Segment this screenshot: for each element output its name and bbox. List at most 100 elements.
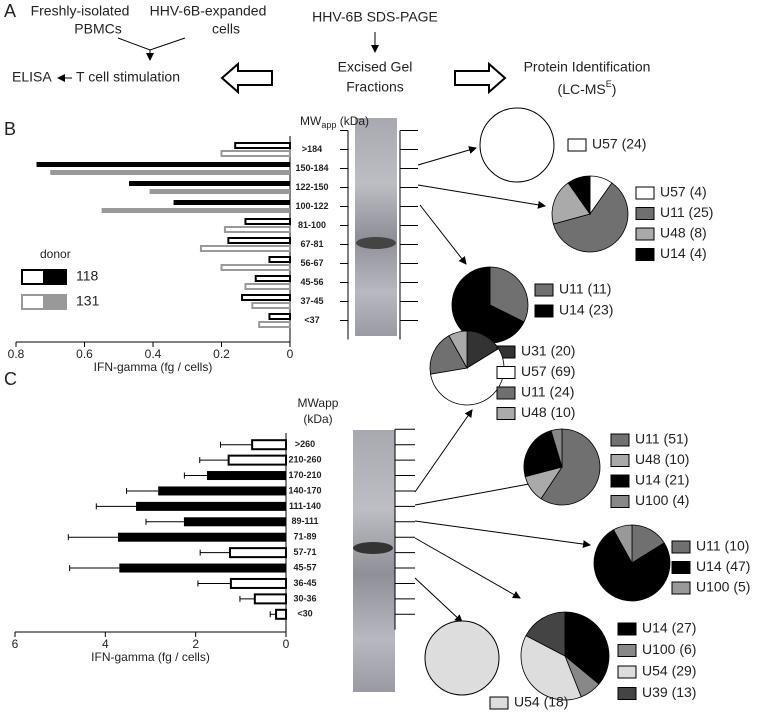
legend-label: U14 (21) bbox=[635, 472, 689, 488]
x-tick-label: 0.2 bbox=[213, 347, 230, 361]
pie-slice bbox=[520, 635, 582, 701]
bar bbox=[101, 208, 290, 213]
legend-label: U48 (8) bbox=[660, 225, 707, 241]
legend-swatch bbox=[671, 561, 691, 574]
arrow bbox=[419, 204, 467, 265]
legend-label: U48 (10) bbox=[521, 404, 575, 420]
legend-label: U11 (24) bbox=[521, 384, 574, 400]
bar bbox=[119, 563, 287, 573]
panel-a: A Freshly-isolated PBMCs HHV-6B-expanded… bbox=[4, 1, 650, 97]
bar bbox=[199, 245, 291, 252]
legend-swatch bbox=[635, 248, 655, 261]
node-text: T cell stimulation bbox=[76, 69, 180, 85]
legend-swatch bbox=[635, 186, 655, 200]
arrow bbox=[414, 409, 473, 493]
arrow bbox=[417, 184, 546, 209]
bar bbox=[227, 237, 292, 244]
legend-label: U31 (20) bbox=[521, 343, 575, 359]
category-label: 30-36 bbox=[293, 593, 316, 603]
legend-title: donor bbox=[40, 247, 71, 261]
bar bbox=[173, 200, 290, 205]
category-label: 140-170 bbox=[288, 485, 321, 495]
pie-slice bbox=[550, 428, 563, 468]
category-label: 71-89 bbox=[293, 532, 316, 542]
bar bbox=[117, 532, 286, 542]
bar bbox=[251, 302, 291, 309]
gel-band bbox=[353, 542, 393, 554]
bar bbox=[183, 517, 286, 527]
pie-slice bbox=[540, 428, 601, 506]
bar bbox=[244, 283, 292, 290]
legend-swatch bbox=[610, 454, 630, 467]
node-text: (LC-MSE) bbox=[558, 79, 617, 96]
axis-title-part: (kDa) bbox=[336, 114, 369, 128]
legend-swatch bbox=[21, 269, 45, 285]
bar bbox=[275, 608, 287, 620]
legend-label: U11 (25) bbox=[660, 204, 713, 220]
legend-swatch bbox=[534, 304, 554, 318]
bar bbox=[206, 471, 286, 481]
arrow bbox=[414, 479, 541, 506]
category-label: 37-45 bbox=[300, 296, 323, 306]
bar bbox=[234, 142, 291, 149]
legend-label: U14 (23) bbox=[559, 302, 613, 318]
bar bbox=[244, 218, 292, 225]
pie-slice bbox=[448, 330, 468, 370]
legend-swatch bbox=[610, 495, 630, 508]
pie-slice bbox=[430, 348, 505, 406]
legend-label: U11 (51) bbox=[635, 431, 688, 447]
x-axis-title: IFN-gamma (fg / cells) bbox=[94, 360, 213, 374]
category-label: 170-210 bbox=[288, 470, 321, 480]
pie-slice bbox=[613, 524, 633, 565]
bar bbox=[254, 275, 291, 282]
hollow-arrow bbox=[220, 61, 273, 95]
legend-label: U100 (4) bbox=[635, 492, 689, 508]
bar bbox=[227, 454, 288, 466]
category-label: 45-57 bbox=[293, 562, 316, 572]
arrow bbox=[417, 146, 477, 166]
bar bbox=[268, 256, 292, 263]
legend-label: U57 (4) bbox=[660, 184, 707, 200]
category-label: 111-140 bbox=[289, 501, 321, 511]
gel-image bbox=[353, 430, 395, 692]
pie-slice bbox=[523, 430, 563, 478]
category-label: 89-111 bbox=[291, 516, 318, 526]
legend-label: U39 (13) bbox=[642, 684, 696, 700]
legend-swatch bbox=[489, 696, 509, 710]
category-label: 36-45 bbox=[293, 578, 316, 588]
category-label: 56-67 bbox=[300, 258, 323, 268]
bar bbox=[268, 313, 292, 320]
x-tick-label: 0.8 bbox=[8, 347, 25, 361]
legend-swatch bbox=[496, 407, 516, 420]
legend-label: U11 (10) bbox=[696, 538, 749, 554]
category-label: 210-260 bbox=[288, 455, 321, 465]
panel-label: A bbox=[4, 1, 16, 21]
legend-label: U14 (4) bbox=[660, 245, 707, 261]
legend-swatch bbox=[21, 294, 45, 310]
bar bbox=[228, 547, 287, 559]
legend-label: U14 (47) bbox=[696, 558, 750, 574]
pie-slice bbox=[451, 266, 525, 344]
node-text: Fractions bbox=[346, 79, 404, 95]
x-tick-label: 2 bbox=[192, 637, 199, 651]
category-label: <37 bbox=[304, 315, 319, 325]
x-tick-label: 6 bbox=[12, 637, 19, 651]
axis-title: (kDa) bbox=[303, 412, 332, 426]
bar bbox=[136, 501, 286, 511]
arrow bbox=[414, 577, 463, 623]
legend-label: U54 (29) bbox=[642, 663, 696, 679]
category-label: 57-71 bbox=[293, 547, 316, 557]
pie-slice bbox=[525, 611, 566, 657]
hollow-arrow bbox=[454, 61, 507, 95]
legend-swatch bbox=[534, 283, 554, 297]
legend-swatch bbox=[635, 227, 655, 241]
node-text: Protein Identification bbox=[524, 59, 651, 75]
pie-slice bbox=[424, 620, 500, 696]
legend-label: U57 (69) bbox=[521, 363, 575, 379]
category-label: 150-184 bbox=[295, 163, 328, 173]
category-label: <30 bbox=[297, 609, 312, 619]
legend-swatch bbox=[671, 581, 691, 595]
category-label: 100-122 bbox=[295, 201, 328, 211]
legend-swatch bbox=[610, 474, 630, 488]
